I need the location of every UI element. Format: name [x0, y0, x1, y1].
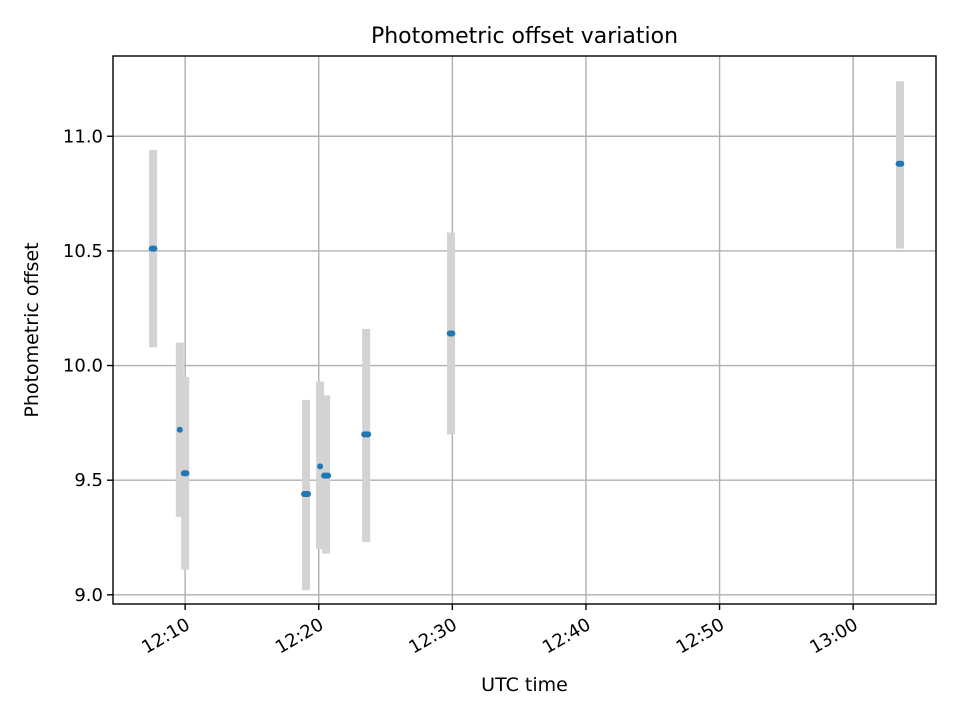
- y-tick-label: 10.5: [63, 241, 103, 262]
- x-tick-label: 12:40: [539, 614, 594, 658]
- y-axis-label: Photometric offset: [21, 242, 43, 417]
- y-tick-label: 11.0: [63, 126, 103, 147]
- point-layer: [148, 160, 905, 497]
- x-tick-label: 12:20: [272, 614, 327, 658]
- grid-layer: [113, 56, 936, 604]
- y-tick-label: 9.5: [74, 470, 103, 491]
- x-tick-label: 13:00: [806, 614, 861, 658]
- x-tick-label: 12:10: [138, 614, 193, 658]
- y-tick-label: 9.0: [74, 585, 103, 606]
- x-tick-label: 12:50: [673, 614, 728, 658]
- y-tick-label: 10.0: [63, 356, 103, 377]
- chart-title: Photometric offset variation: [371, 24, 678, 49]
- errorbar-layer: [149, 81, 904, 591]
- plot-frame: [112, 55, 937, 605]
- x-tick-label: 12:30: [405, 614, 460, 658]
- x-axis-label: UTC time: [481, 674, 568, 696]
